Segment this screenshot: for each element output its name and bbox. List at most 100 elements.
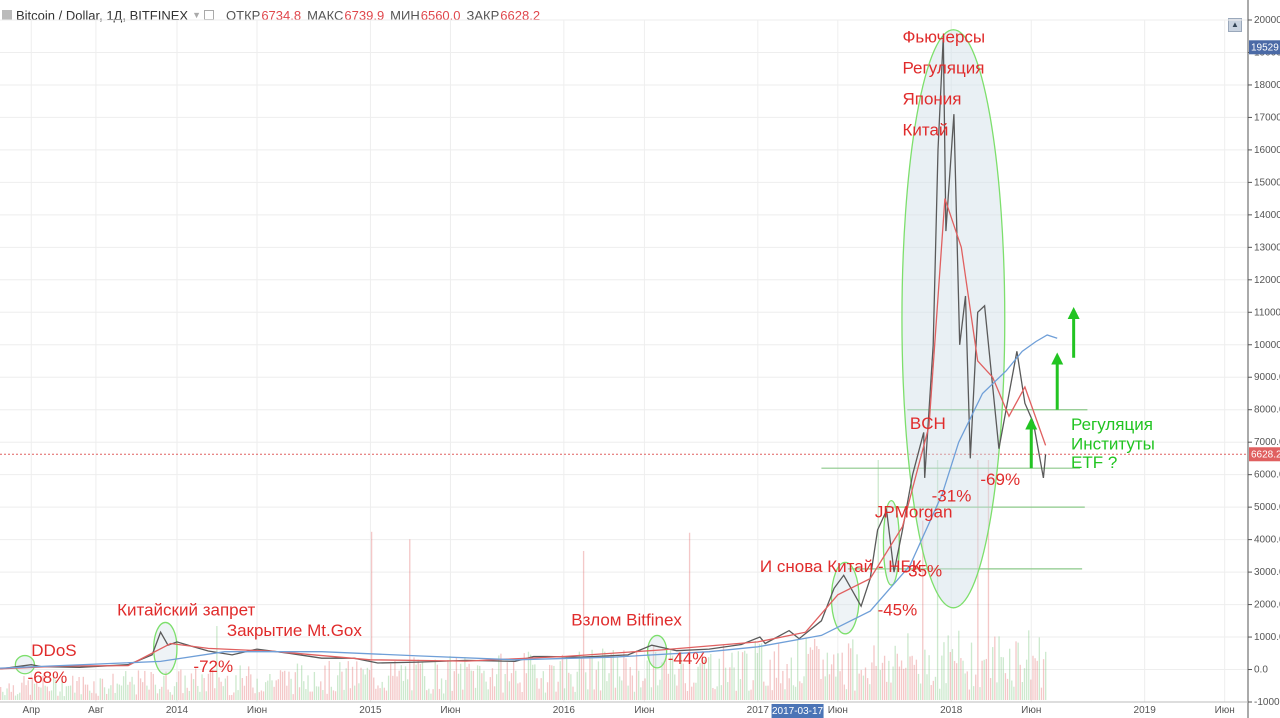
volume-bar: [190, 673, 193, 700]
volume-bar: [188, 690, 190, 700]
volume-bar: [644, 678, 646, 700]
annotation-label: Институты: [1071, 434, 1155, 453]
volume-bar: [1021, 682, 1024, 700]
volume-bar: [744, 650, 746, 700]
volume-bar: [421, 662, 424, 700]
volume-bar: [646, 660, 648, 700]
volume-bar: [322, 690, 324, 700]
volume-bar: [1025, 659, 1028, 700]
volume-bar: [614, 687, 617, 700]
chevron-down-icon[interactable]: ▼: [192, 10, 202, 20]
volume-bar: [917, 673, 920, 700]
volume-bar: [939, 688, 941, 700]
volume-bar: [279, 670, 282, 700]
volume-bar: [521, 691, 523, 700]
volume-bar: [669, 648, 672, 700]
volume-bar: [6, 688, 8, 700]
volume-bar: [320, 681, 322, 700]
volume-bar: [635, 650, 638, 700]
volume-bar: [358, 683, 360, 700]
volume-bar: [648, 654, 650, 700]
volume-bar: [158, 688, 161, 700]
volume-bar: [691, 686, 693, 700]
volume-bar: [298, 687, 301, 700]
volume-bar: [758, 643, 761, 700]
volume-bar: [1000, 656, 1002, 700]
volume-bar: [811, 649, 814, 700]
volume-bar: [313, 671, 316, 700]
annotation-label: Регуляция: [902, 59, 984, 78]
volume-bar: [930, 685, 932, 700]
volume-bar: [281, 671, 284, 700]
volume-bar: [351, 666, 354, 700]
volume-bar: [733, 667, 735, 700]
volume-bar: [173, 686, 176, 700]
y-tick-label: 20000.0: [1254, 15, 1280, 26]
volume-bar: [262, 691, 265, 700]
x-tick-label: 2017: [747, 705, 770, 716]
close-value: 6628.2: [500, 7, 541, 23]
volume-bar: [33, 683, 36, 700]
volume-bar: [1036, 660, 1038, 700]
volume-bar: [525, 673, 528, 700]
symbol-square-icon[interactable]: [2, 10, 12, 20]
volume-bar: [934, 676, 937, 700]
volume-bar: [951, 648, 954, 700]
volume-bar: [557, 681, 559, 700]
volume-bar: [426, 690, 428, 700]
volume-bar: [593, 689, 595, 700]
volume-bar: [767, 685, 769, 700]
y-tick-label: 1000.0: [1254, 632, 1280, 643]
volume-bar: [434, 659, 436, 700]
horizontal-levels: [0, 409, 1248, 570]
volume-bar: [676, 685, 678, 700]
volume-bar: [182, 693, 184, 700]
volume-bar: [400, 665, 402, 700]
collapse-icon[interactable]: ▲: [1228, 18, 1242, 32]
volume-bar: [466, 666, 468, 700]
volume-bar: [633, 691, 636, 700]
volume-bar: [84, 684, 87, 700]
annotation-label: Китай: [902, 120, 948, 139]
volume-bar: [773, 651, 776, 700]
volume-bar: [820, 678, 822, 700]
symbol-title[interactable]: Bitcoin / Dollar, 1Д, BITFINEX: [16, 7, 189, 23]
volume-bar: [928, 655, 930, 700]
volume-bar: [606, 681, 608, 700]
volume-bar: [55, 679, 57, 700]
volume-bar: [74, 692, 76, 700]
volume-bar: [943, 642, 945, 700]
volume-bar: [854, 690, 856, 700]
volume-bar: [830, 664, 833, 700]
volume-bar: [828, 674, 831, 700]
volume-bar: [703, 659, 706, 700]
volume-bar: [57, 695, 59, 700]
volume-bar: [311, 691, 313, 700]
volume-bar: [25, 685, 27, 700]
volume-bar: [903, 668, 905, 700]
volume-bar: [582, 550, 585, 700]
volume-bar: [402, 680, 405, 700]
annotation-label: BCH: [910, 414, 946, 433]
volume-bar: [968, 689, 971, 700]
volume-bar: [481, 673, 483, 700]
volume-bar: [987, 460, 990, 700]
volume-bar: [48, 691, 51, 700]
volume-bar: [89, 690, 91, 700]
volume-bar: [332, 690, 335, 700]
volume-bar: [587, 689, 589, 700]
volume-bar: [549, 664, 551, 700]
volume-bar: [627, 685, 629, 700]
volume-bar: [841, 652, 843, 700]
volume-bar: [866, 678, 869, 700]
volume-bar: [267, 680, 269, 700]
volume-bar: [46, 686, 48, 700]
volume-bar: [154, 684, 157, 700]
volume-bar: [989, 678, 992, 700]
annotation-label: JPMorgan: [875, 503, 952, 522]
volume-bar: [396, 676, 398, 700]
volume-bar: [419, 663, 422, 700]
volume-bar: [59, 691, 61, 700]
